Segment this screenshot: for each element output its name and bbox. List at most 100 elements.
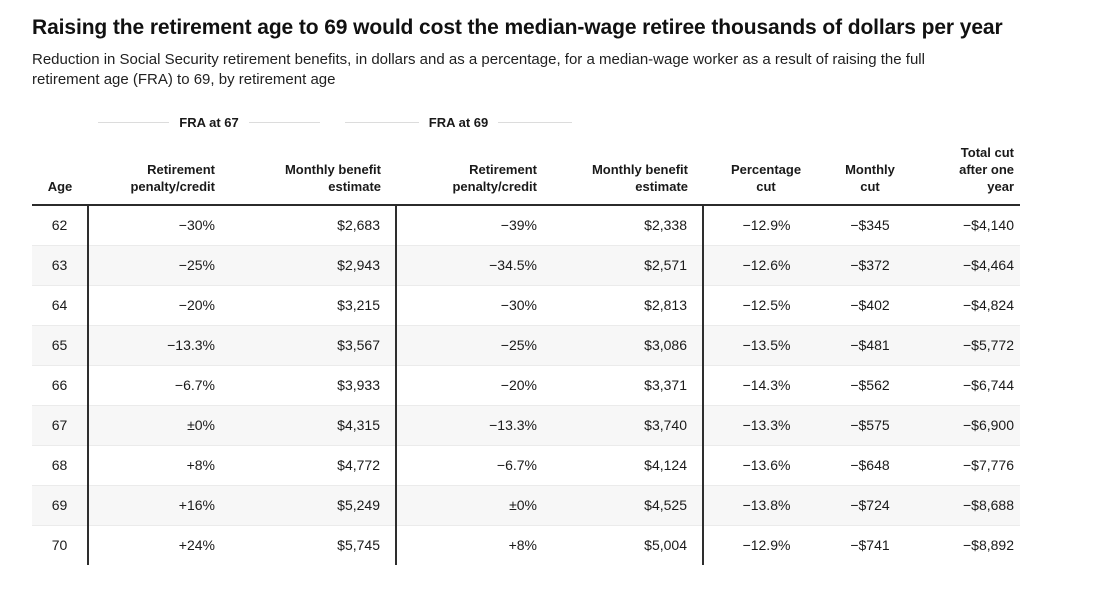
cell-percentage-cut: −12.5%: [703, 284, 829, 325]
table-row-age-63: 63 −25% $2,943 −34.5% $2,571 −12.6% −$37…: [32, 244, 1020, 285]
cell-penalty-fra67: ±0%: [88, 404, 230, 445]
cell-percentage-cut: −12.6%: [703, 244, 829, 285]
cell-monthly-fra67: $5,249: [230, 484, 397, 525]
cell-monthly-fra67: $5,745: [230, 524, 397, 565]
column-header-penalty-fra69: Retirement penalty/credit: [396, 144, 552, 206]
cell-penalty-fra69: +8%: [396, 524, 552, 565]
column-group-fra-67-label: FRA at 67: [179, 114, 239, 130]
cell-penalty-fra69: −20%: [396, 364, 552, 405]
cell-penalty-fra69: −34.5%: [396, 244, 552, 285]
cell-percentage-cut: −12.9%: [742, 217, 791, 234]
cell-percentage-cut: −13.6%: [703, 444, 829, 485]
column-header-monthly-cut: Monthly cut: [829, 144, 911, 206]
cell-percentage-cut: −13.5%: [703, 324, 829, 365]
cell-penalty-fra69: −13.3%: [396, 404, 552, 445]
cell-total-cut: −$4,464: [911, 244, 1020, 285]
chart-subtitle: Reduction in Social Security retirement …: [32, 51, 925, 88]
cell-total-cut: −$7,776: [911, 444, 1020, 485]
benefits-table: FRA at 67 FRA at 69 A: [32, 112, 1020, 565]
cell-penalty-fra67: +8%: [88, 444, 230, 485]
column-header-monthly-fra67: Monthly benefit estimate: [230, 144, 396, 206]
column-header-age: Age: [32, 144, 88, 206]
cell-monthly-fra67: $2,683: [230, 205, 397, 245]
cell-penalty-fra67: +24%: [88, 524, 230, 565]
cell-monthly-fra69: $4,525: [552, 484, 704, 525]
cell-monthly-fra69: $5,004: [552, 524, 704, 565]
column-group-fra-67: FRA at 67: [98, 112, 321, 132]
divider-line: [98, 121, 170, 123]
chart-title: Raising the retirement age to 69 would c…: [32, 16, 1003, 39]
table-row-age-62: 62 −30% $2,683 −39% $2,338 −12.9% −$345 …: [32, 205, 1020, 245]
cell-penalty-fra69: −6.7%: [396, 444, 552, 485]
cell-total-cut: −$8,688: [911, 484, 1020, 525]
table-row-age-69: 69 +16% $5,249 ±0% $4,525 −13.8% −$724 −…: [32, 484, 1020, 525]
column-group-fra-69: FRA at 69: [345, 112, 573, 132]
cell-monthly-fra67: $3,567: [230, 324, 397, 365]
cell-monthly-fra69: $3,086: [552, 324, 704, 365]
cell-age: 68: [32, 444, 89, 485]
divider-line: [345, 121, 419, 123]
column-header-percentage-cut: Percentage cut: [703, 144, 829, 206]
cell-monthly-cut: −$345: [850, 217, 890, 234]
cell-penalty-fra67: −30%: [178, 217, 215, 234]
cell-total-cut: −$5,772: [911, 324, 1020, 365]
cell-monthly-fra69: $3,371: [552, 364, 704, 405]
cell-monthly-fra69: $4,124: [552, 444, 704, 485]
column-header-penalty-fra67: Retirement penalty/credit: [88, 144, 230, 206]
cell-monthly-cut: −$372: [829, 244, 911, 285]
cell-penalty-fra67: −20%: [88, 284, 230, 325]
cell-age: 70: [32, 524, 89, 565]
column-group-header-row: FRA at 67 FRA at 69: [32, 112, 1020, 144]
cell-total-cut: −$4,824: [911, 284, 1020, 325]
column-header-row: Age Retirement penalty/credit Monthly be…: [32, 144, 1020, 206]
cell-age: 69: [32, 484, 89, 525]
data-table: Age Retirement penalty/credit Monthly be…: [32, 144, 1020, 565]
cell-monthly-cut: −$724: [829, 484, 911, 525]
cell-age: 63: [32, 244, 89, 285]
cell-percentage-cut: −13.3%: [703, 404, 829, 445]
cell-total-cut: −$4,140: [963, 217, 1014, 234]
cell-monthly-fra67: $3,933: [230, 364, 397, 405]
cell-monthly-cut: −$648: [829, 444, 911, 485]
cell-penalty-fra67: −25%: [88, 244, 230, 285]
cell-monthly-fra69: $2,571: [552, 244, 704, 285]
column-header-total-cut-one-year: Total cut after one year: [911, 144, 1020, 206]
cell-percentage-cut: −14.3%: [703, 364, 829, 405]
cell-monthly-fra67: $4,772: [230, 444, 397, 485]
cell-penalty-fra69: −30%: [396, 284, 552, 325]
cell-monthly-fra67: $4,315: [230, 404, 397, 445]
cell-age: 66: [32, 364, 89, 405]
cell-total-cut: −$8,892: [911, 524, 1020, 565]
table-row-age-65: 65 −13.3% $3,567 −25% $3,086 −13.5% −$48…: [32, 324, 1020, 365]
divider-line: [248, 121, 321, 123]
cell-penalty-fra69: ±0%: [396, 484, 552, 525]
table-row-age-64: 64 −20% $3,215 −30% $2,813 −12.5% −$402 …: [32, 284, 1020, 325]
cell-monthly-cut: −$481: [829, 324, 911, 365]
cell-monthly-fra69: $2,338: [552, 205, 704, 245]
table-row-age-70: 70 +24% $5,745 +8% $5,004 −12.9% −$741 −…: [32, 524, 1020, 565]
cell-age: 64: [32, 284, 89, 325]
cell-monthly-fra67: $2,943: [230, 244, 397, 285]
cell-penalty-fra67: +16%: [88, 484, 230, 525]
table-row-age-66: 66 −6.7% $3,933 −20% $3,371 −14.3% −$562…: [32, 364, 1020, 405]
cell-monthly-fra69: $3,740: [552, 404, 704, 445]
cell-monthly-cut: −$402: [829, 284, 911, 325]
cell-age: 65: [32, 324, 89, 365]
cell-monthly-cut: −$741: [829, 524, 911, 565]
cell-percentage-cut: −13.8%: [703, 484, 829, 525]
cell-monthly-cut: −$575: [829, 404, 911, 445]
cell-penalty-fra67: −6.7%: [88, 364, 230, 405]
cell-penalty-fra69: −25%: [396, 324, 552, 365]
cell-age: 62: [32, 205, 89, 245]
table-row-age-68: 68 +8% $4,772 −6.7% $4,124 −13.6% −$648 …: [32, 444, 1020, 485]
cell-total-cut: −$6,900: [911, 404, 1020, 445]
divider-line: [498, 121, 573, 123]
cell-penalty-fra67: −13.3%: [88, 324, 230, 365]
column-header-monthly-fra69: Monthly benefit estimate: [552, 144, 703, 206]
column-group-fra-69-label: FRA at 69: [428, 114, 489, 130]
cell-monthly-fra67: $3,215: [230, 284, 397, 325]
cell-age: 67: [32, 404, 89, 445]
cell-monthly-cut: −$562: [829, 364, 911, 405]
cell-total-cut: −$6,744: [911, 364, 1020, 405]
